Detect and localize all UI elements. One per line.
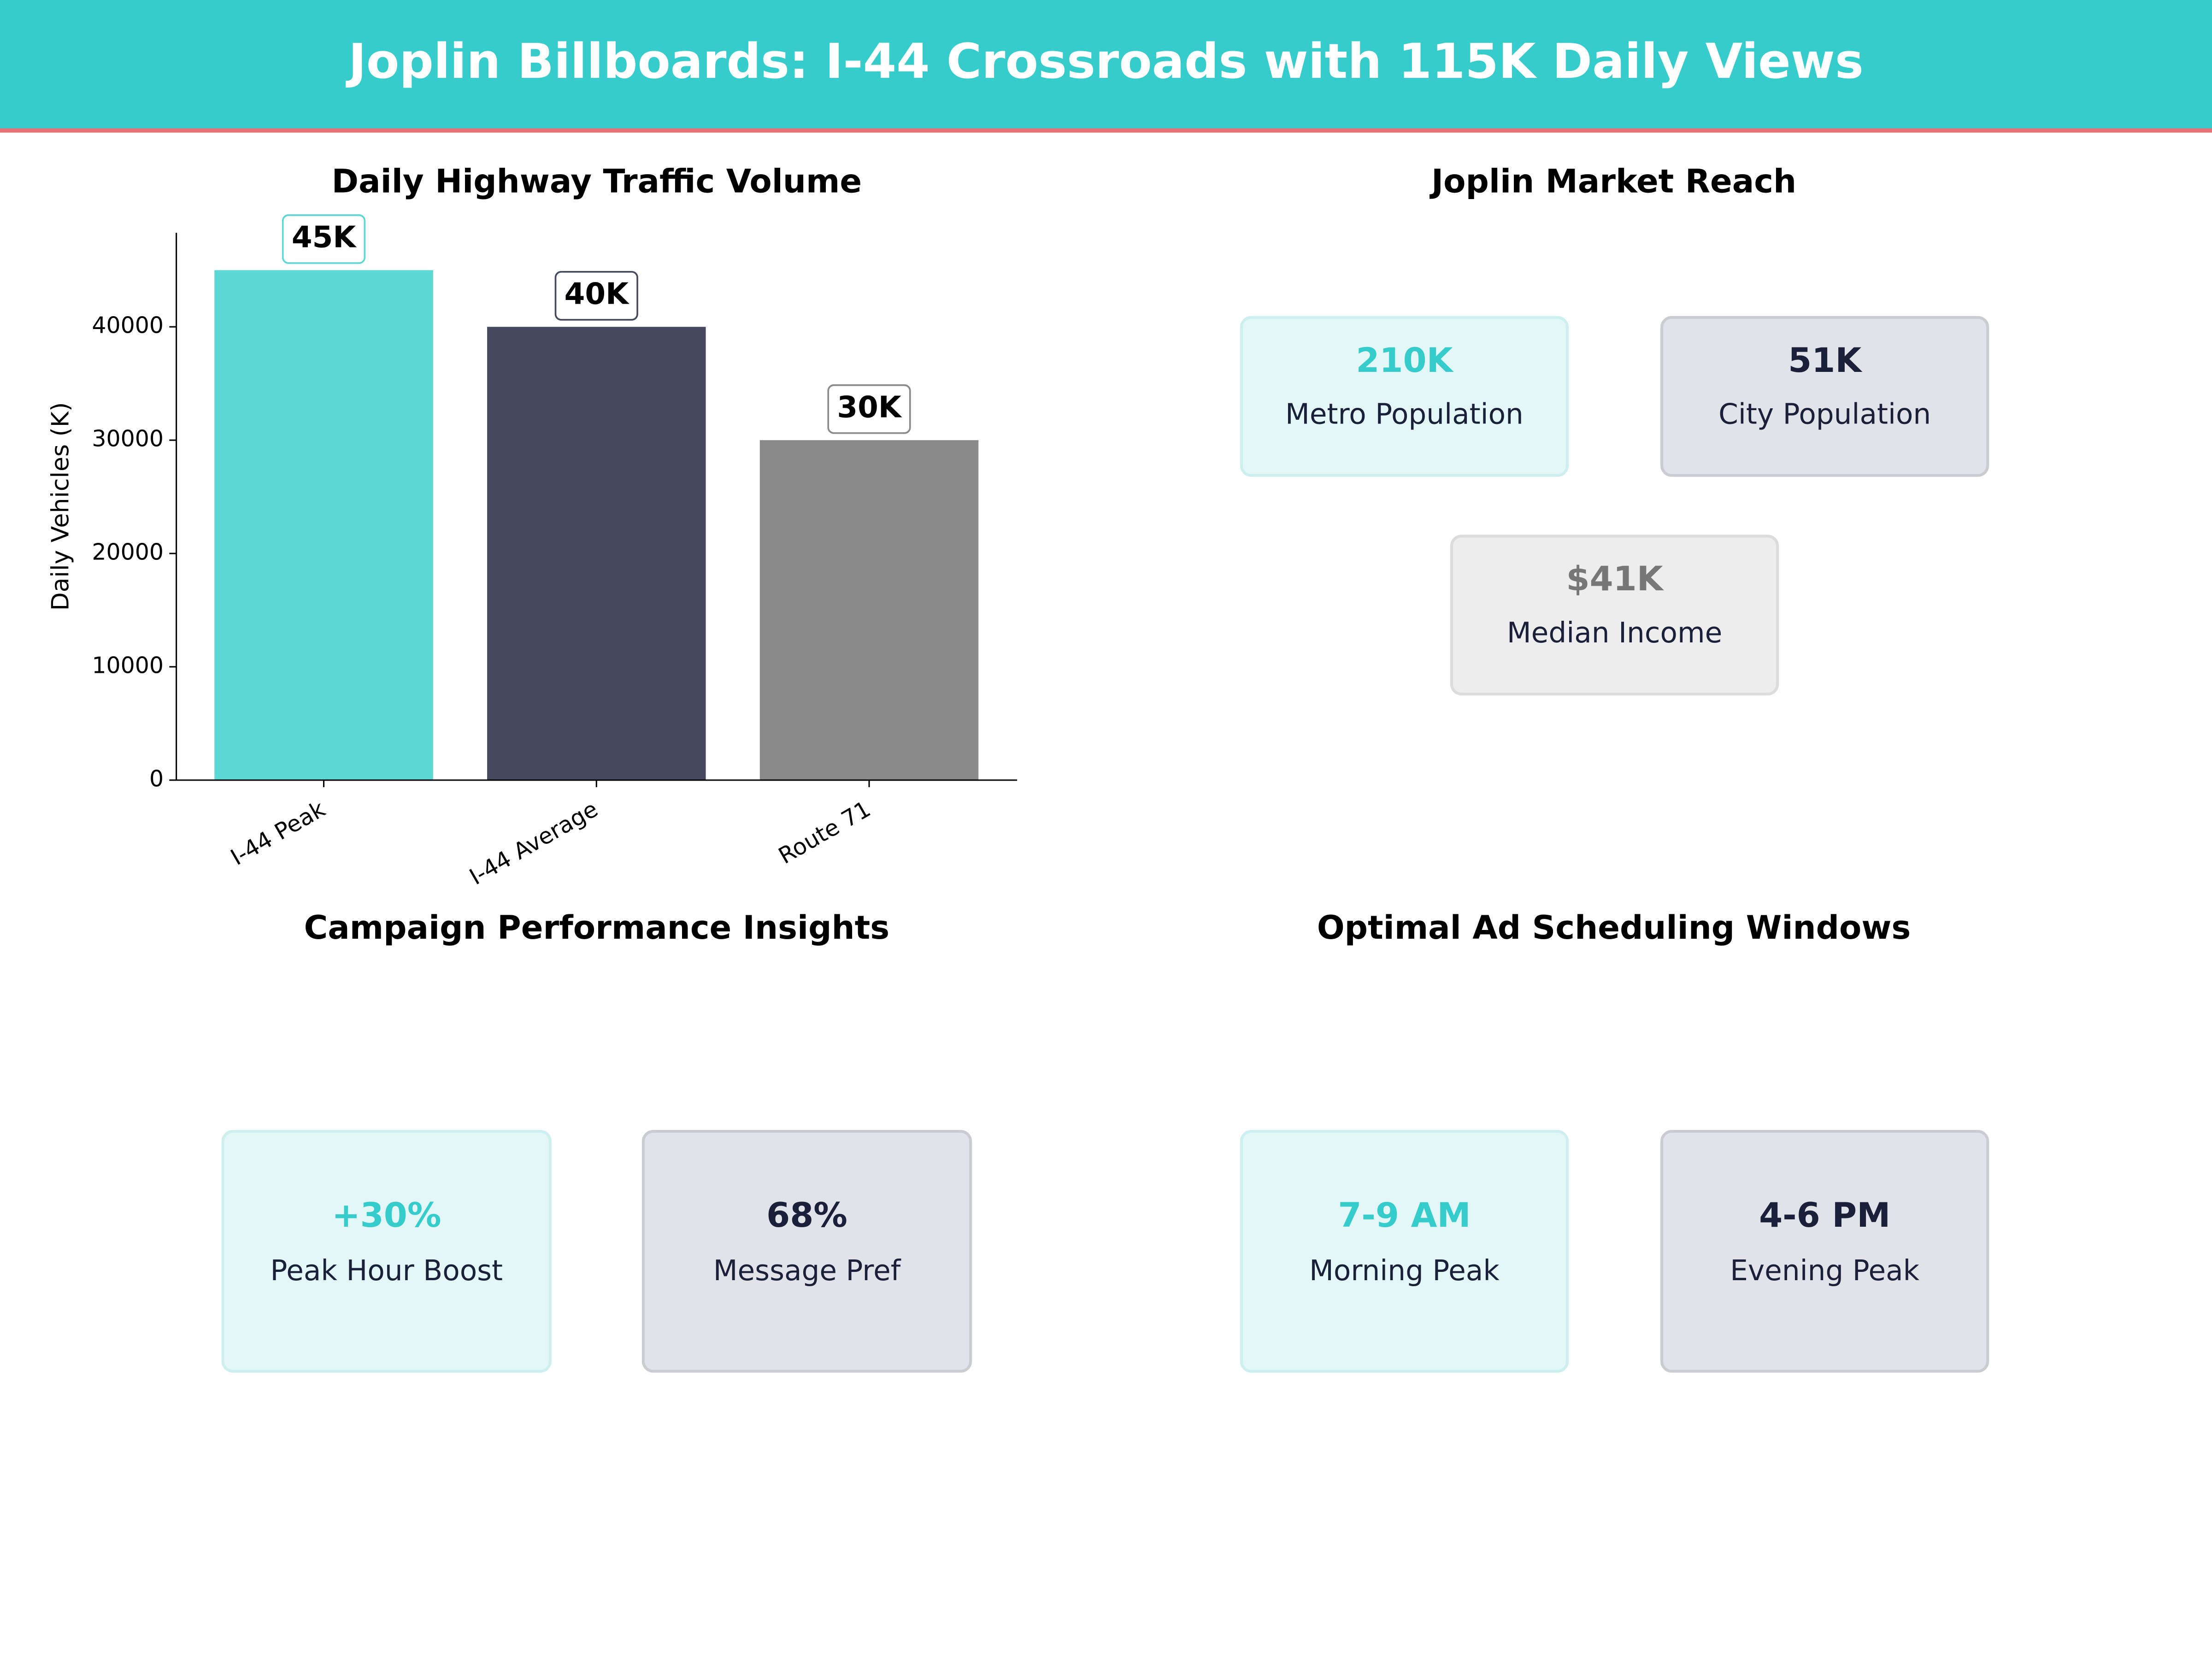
bar <box>214 270 433 780</box>
y-tick-label: 40000 <box>92 312 164 339</box>
value-label-box <box>554 271 638 321</box>
card-value: $41K <box>1566 559 1664 599</box>
panel-title: Optimal Ad Scheduling Windows <box>1317 909 1911 947</box>
x-tick-label: I-44 Peak <box>226 795 330 871</box>
card-value: 4-6 PM <box>1759 1196 1890 1235</box>
bar <box>759 440 979 780</box>
y-tick-label: 0 <box>149 765 164 792</box>
card <box>1450 535 1779 696</box>
value-label: 40K <box>565 276 629 311</box>
chart-title: Daily Highway Traffic Volume <box>332 162 862 200</box>
card-value: +30% <box>332 1196 441 1235</box>
card-value: 210K <box>1356 341 1454 380</box>
card-value: 51K <box>1788 341 1863 380</box>
card-label: Metro Population <box>1285 398 1524 431</box>
card-label: Morning Peak <box>1309 1254 1500 1287</box>
panel-title: Campaign Performance Insights <box>304 909 890 947</box>
y-axis-label: Daily Vehicles (K) <box>47 402 75 611</box>
panel-title: Joplin Market Reach <box>1430 162 1796 200</box>
x-tick-label: I-44 Average <box>465 796 602 890</box>
card <box>221 1130 552 1373</box>
card-label: City Population <box>1718 398 1931 431</box>
card-label: Median Income <box>1507 617 1722 649</box>
card-label: Message Pref <box>713 1254 901 1287</box>
value-label: 30K <box>837 390 902 424</box>
card-value: 68% <box>766 1196 847 1235</box>
card <box>1240 1130 1569 1373</box>
y-tick-label: 10000 <box>92 652 164 678</box>
card <box>1240 316 1569 477</box>
card-label: Evening Peak <box>1730 1254 1919 1287</box>
y-tick-label: 30000 <box>92 426 164 452</box>
header-bar <box>0 0 2212 130</box>
page-title: Joplin Billboards: I-44 Crossroads with … <box>346 33 1864 89</box>
value-label-box <box>827 384 911 434</box>
x-tick-label: Route 71 <box>774 796 875 869</box>
y-tick-label: 20000 <box>92 539 164 565</box>
card <box>1660 1130 1989 1373</box>
value-label: 45K <box>292 220 357 254</box>
card <box>1660 316 1989 477</box>
bar <box>487 327 706 780</box>
card-value: 7-9 AM <box>1338 1196 1471 1235</box>
card-label: Peak Hour Boost <box>271 1254 503 1287</box>
header-rule <box>0 128 2212 133</box>
card <box>641 1130 972 1373</box>
value-label-box <box>282 214 366 264</box>
